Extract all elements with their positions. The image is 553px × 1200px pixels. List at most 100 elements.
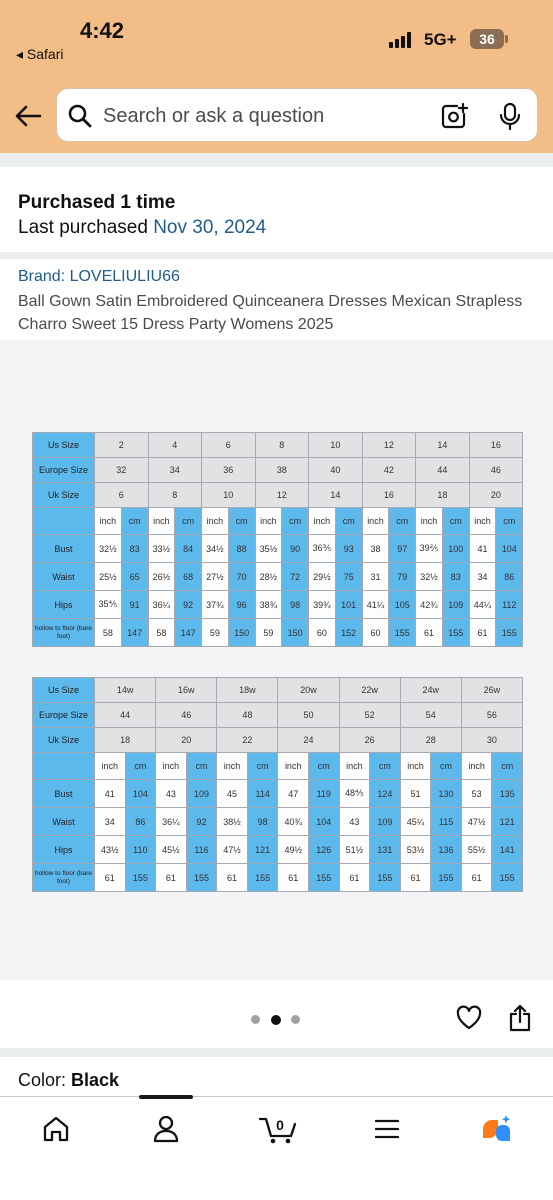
brand-link[interactable]: Brand: LOVELIULIU66 (18, 268, 180, 285)
unit-cm: cm (430, 752, 462, 780)
home-icon[interactable] (40, 1113, 72, 1145)
search-input[interactable] (103, 89, 423, 143)
account-icon[interactable] (150, 1113, 182, 1145)
carousel-dot[interactable] (251, 1015, 260, 1024)
unit-inch: inch (216, 752, 248, 780)
measurement-cell: 36⅗ (308, 534, 336, 563)
search-bar[interactable] (56, 88, 538, 143)
size-cell: 32 (94, 457, 149, 483)
measurement-cell: 109 (441, 590, 470, 619)
unit-cm: cm (495, 507, 524, 535)
size-cell: 12 (254, 482, 310, 508)
row-label: Bust (32, 779, 95, 808)
unit-inch: inch (308, 507, 336, 535)
size-cell: 30 (460, 727, 523, 753)
measurement-cell: 58 (94, 618, 122, 647)
size-cell: 26 (338, 727, 401, 753)
status-time: 4:42 (80, 18, 125, 43)
size-cell: 36 (201, 457, 256, 483)
us-size-row: Us Size 2 4 6 8 10 12 14 16 (32, 432, 524, 458)
size-cell: 26w (460, 677, 523, 703)
measurement-cell: 104 (307, 807, 340, 836)
back-to-safari-link[interactable]: ◂ Safari (16, 46, 64, 62)
measurement-cell: 43 (338, 807, 371, 836)
unit-cm: cm (246, 752, 279, 780)
unit-inch: inch (338, 752, 371, 780)
measurement-cell: 61 (277, 863, 309, 892)
uk-size-row: Uk Size 18 20 22 24 26 28 30 (32, 727, 523, 753)
measurement-cell: 45½ (155, 835, 187, 864)
measurement-cell: 51 (399, 779, 432, 808)
size-cell: 6 (201, 432, 256, 458)
unit-inch: inch (94, 507, 122, 535)
size-cell: 18w (216, 677, 279, 703)
measurement-cell: 155 (307, 863, 340, 892)
size-cell: 48 (216, 702, 279, 728)
last-purchased-date-link[interactable]: Nov 30, 2024 (153, 217, 267, 238)
unit-cm: cm (441, 507, 470, 535)
measurement-cell: 79 (388, 562, 417, 591)
measurement-cell: 61 (460, 863, 493, 892)
measurement-cell: 116 (185, 835, 218, 864)
measurement-cell: 41 (94, 779, 126, 808)
heart-icon[interactable] (455, 1004, 483, 1032)
measurement-cell: 126 (307, 835, 340, 864)
measurement-row: hollow to floor (bare foot) 58 147 58 147 59 1… (32, 618, 524, 647)
menu-icon[interactable] (371, 1113, 403, 1145)
unit-inch: inch (468, 507, 497, 535)
measurement-cell: 33½ (147, 534, 176, 563)
measurement-cell: 124 (369, 779, 401, 808)
row-label: Waist (32, 562, 95, 591)
measurement-cell: 155 (369, 863, 401, 892)
size-cell: 4 (147, 432, 203, 458)
measurement-cell: 36¼ (155, 807, 187, 836)
measurement-cell: 136 (430, 835, 462, 864)
product-image-size-chart[interactable]: Us Size 2 4 6 8 10 12 14 16 Europe Size 32 34 36 38 40… (0, 340, 553, 980)
measurement-row: hollow to floor (bare foot) 61 155 61 155 61 1… (32, 863, 523, 892)
battery-icon: 36 (470, 29, 508, 49)
measurement-cell: 155 (388, 618, 417, 647)
measurement-cell: 86 (124, 807, 157, 836)
size-chart-table-standard: Us Size 2 4 6 8 10 12 14 16 Europe Size 32 34 36 38 40… (32, 432, 524, 647)
measurement-cell: 119 (307, 779, 340, 808)
row-label: hollow to floor (bare foot) (32, 618, 95, 647)
measurement-cell: 47½ (460, 807, 493, 836)
back-arrow-icon[interactable] (12, 100, 44, 132)
measurement-cell: 155 (495, 618, 524, 647)
measurement-cell: 36¼ (147, 590, 176, 619)
measurement-cell: 38¾ (254, 590, 283, 619)
measurement-cell: 49½ (277, 835, 309, 864)
measurement-cell: 48⅘ (338, 779, 371, 808)
size-cell: 10 (201, 482, 256, 508)
rufus-ai-icon[interactable] (480, 1113, 512, 1145)
microphone-icon[interactable] (495, 101, 525, 131)
camera-lens-icon[interactable] (439, 101, 469, 131)
measurement-cell: 38 (361, 534, 390, 563)
size-cell: 40 (308, 457, 363, 483)
eu-size-row: Europe Size 32 34 36 38 40 42 44 46 (32, 457, 524, 483)
measurement-cell: 53½ (399, 835, 432, 864)
measurement-cell: 84 (174, 534, 203, 563)
measurement-cell: 150 (227, 618, 256, 647)
unit-cm: cm (491, 752, 523, 780)
measurement-row: Hips 43½ 110 45½ 116 47½ 121 49½ 126 51½ 131 53½ 136… (32, 835, 523, 864)
size-cell: 50 (277, 702, 340, 728)
size-cell: 44 (415, 457, 470, 483)
measurement-cell: 101 (334, 590, 363, 619)
measurement-cell: 86 (495, 562, 524, 591)
size-cell: 16w (155, 677, 218, 703)
measurement-cell: 55½ (460, 835, 493, 864)
unit-inch: inch (460, 752, 493, 780)
unit-cm: cm (120, 507, 149, 535)
carousel-dot[interactable] (291, 1015, 300, 1024)
measurement-cell: 109 (369, 807, 401, 836)
last-purchased: Last purchased Nov 30, 2024 (18, 217, 266, 239)
share-icon[interactable] (507, 1003, 533, 1033)
size-cell: 14 (308, 482, 363, 508)
cart-icon[interactable]: 0 (258, 1113, 298, 1145)
row-label: Hips (32, 835, 95, 864)
size-cell: 8 (147, 482, 203, 508)
row-label (32, 752, 95, 780)
carousel-dot[interactable] (271, 1015, 281, 1025)
size-cell: 20w (277, 677, 340, 703)
